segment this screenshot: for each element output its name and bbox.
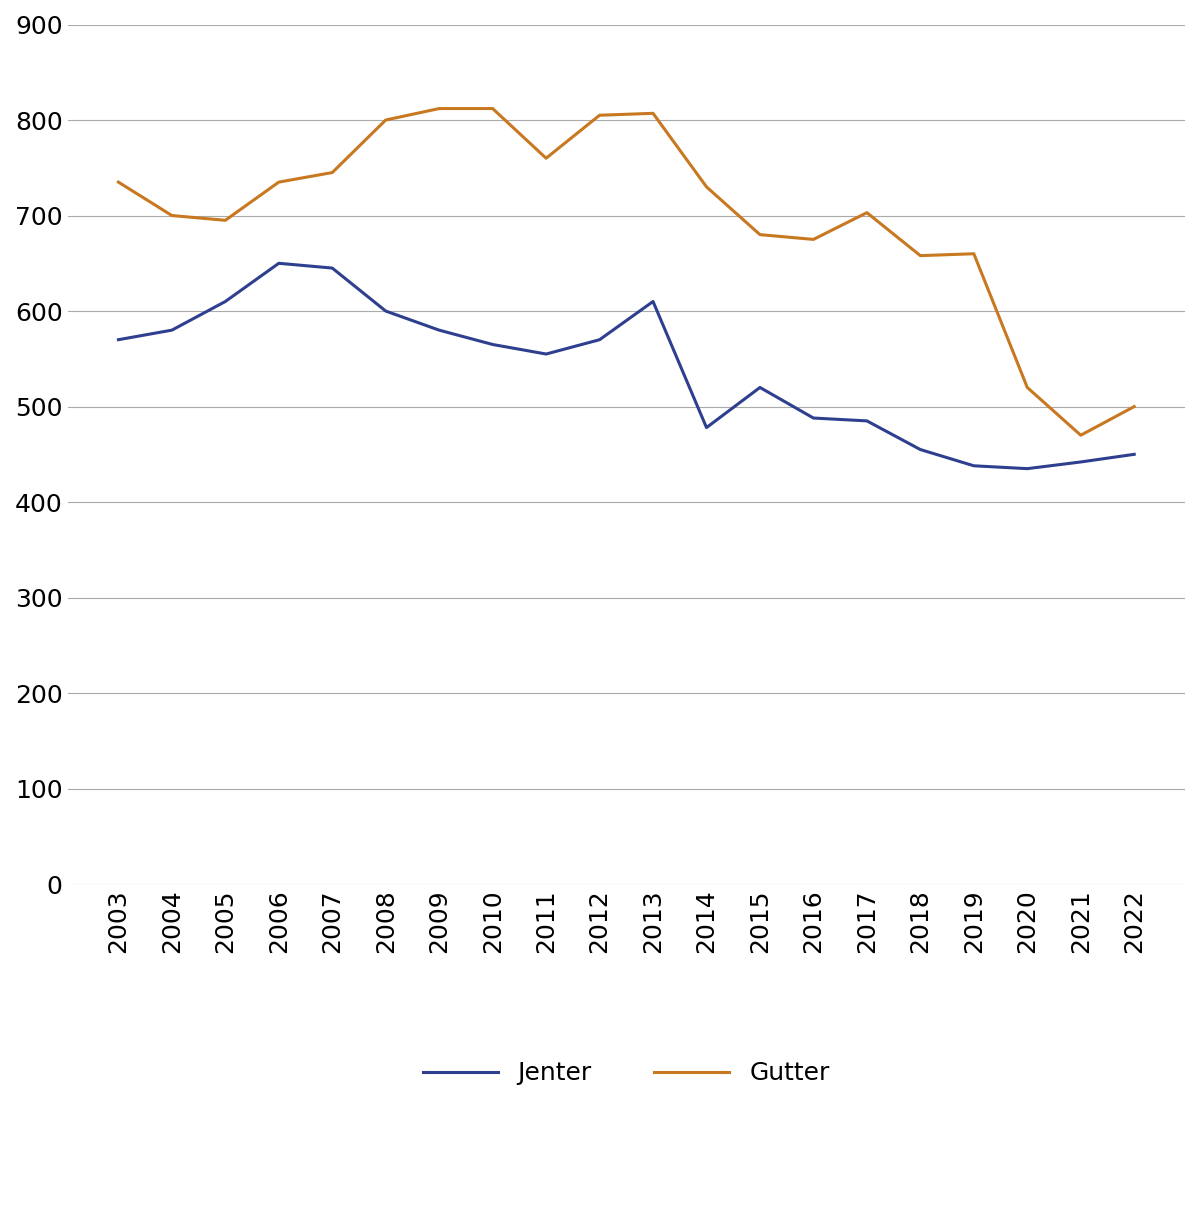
Line: Jenter: Jenter bbox=[119, 263, 1134, 468]
Gutter bbox=[967, 246, 982, 260]
Gutter bbox=[646, 106, 660, 121]
Jenter bbox=[112, 333, 126, 347]
Gutter bbox=[271, 175, 286, 190]
Jenter bbox=[539, 346, 553, 361]
Jenter bbox=[646, 295, 660, 309]
Jenter bbox=[806, 411, 821, 426]
Gutter bbox=[164, 208, 179, 223]
Jenter bbox=[1127, 446, 1141, 461]
Jenter bbox=[325, 260, 340, 275]
Gutter bbox=[539, 150, 553, 165]
Jenter bbox=[164, 323, 179, 338]
Gutter bbox=[1127, 399, 1141, 413]
Jenter bbox=[967, 459, 982, 473]
Jenter bbox=[1020, 461, 1034, 476]
Gutter bbox=[593, 108, 607, 122]
Jenter bbox=[913, 443, 928, 457]
Jenter bbox=[271, 256, 286, 270]
Gutter bbox=[752, 227, 767, 242]
Jenter bbox=[218, 295, 233, 309]
Line: Gutter: Gutter bbox=[119, 109, 1134, 435]
Gutter bbox=[378, 113, 392, 127]
Gutter bbox=[112, 175, 126, 190]
Gutter bbox=[432, 102, 446, 116]
Jenter bbox=[486, 338, 500, 352]
Jenter bbox=[700, 421, 714, 435]
Gutter bbox=[1020, 380, 1034, 395]
Gutter bbox=[486, 102, 500, 116]
Jenter bbox=[859, 413, 874, 428]
Gutter bbox=[1074, 428, 1088, 443]
Jenter bbox=[1074, 455, 1088, 470]
Jenter bbox=[378, 303, 392, 318]
Jenter bbox=[432, 323, 446, 338]
Jenter bbox=[593, 333, 607, 347]
Gutter bbox=[325, 165, 340, 180]
Legend: Jenter, Gutter: Jenter, Gutter bbox=[413, 1052, 840, 1096]
Gutter bbox=[913, 248, 928, 263]
Gutter bbox=[806, 232, 821, 247]
Gutter bbox=[700, 180, 714, 194]
Jenter bbox=[752, 380, 767, 395]
Gutter bbox=[859, 205, 874, 220]
Gutter bbox=[218, 213, 233, 227]
